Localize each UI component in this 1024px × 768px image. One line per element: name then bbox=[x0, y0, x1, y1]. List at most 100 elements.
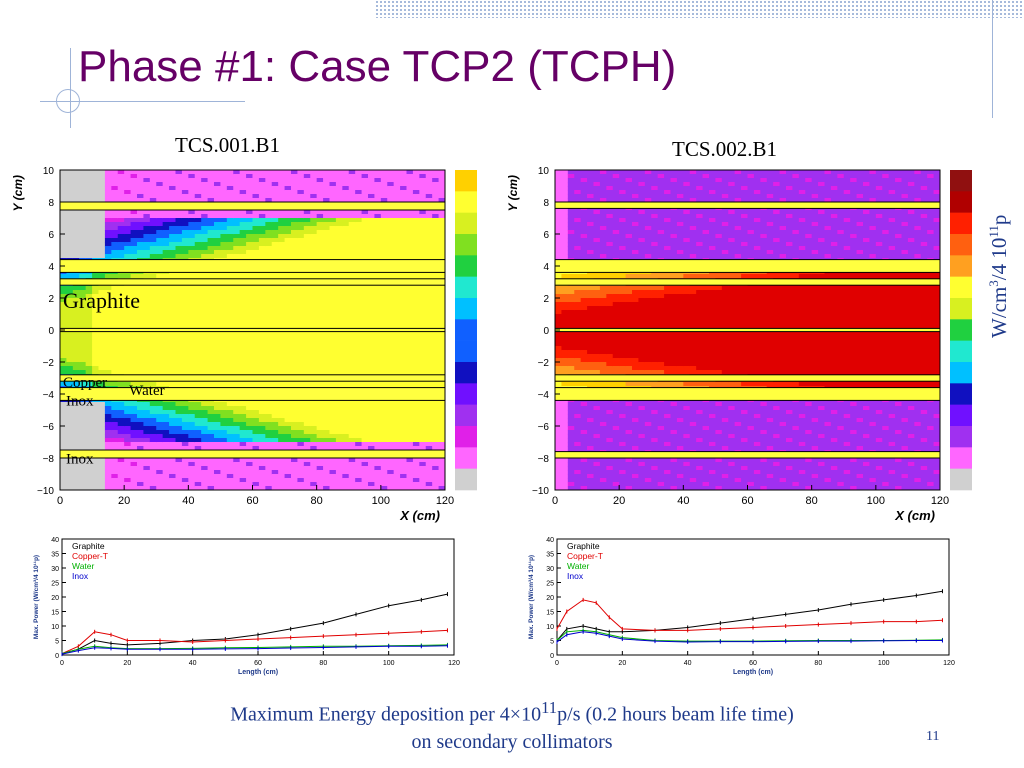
heatmap-cell bbox=[380, 478, 388, 483]
heatmap-cell bbox=[348, 438, 356, 443]
heatmap-cell bbox=[233, 354, 241, 359]
heatmap-cell bbox=[207, 246, 215, 251]
heatmap-cell bbox=[92, 214, 99, 219]
heatmap-cell bbox=[194, 470, 202, 475]
heatmap-cell bbox=[194, 242, 202, 247]
heatmap-cell bbox=[316, 482, 324, 487]
heatmap-cell bbox=[380, 290, 388, 295]
heatmap-cell bbox=[380, 350, 388, 355]
heatmap-cell bbox=[226, 214, 234, 219]
heatmap-cell bbox=[291, 482, 298, 487]
heatmap-cell bbox=[226, 170, 234, 175]
heatmap-cell bbox=[380, 186, 388, 191]
heatmap-cell bbox=[60, 310, 67, 315]
heatmap-cell bbox=[355, 194, 362, 199]
heatmap-cell bbox=[297, 222, 305, 227]
heatmap-cell bbox=[368, 298, 375, 303]
heatmap-cell bbox=[246, 178, 253, 183]
heatmap-cell bbox=[374, 222, 382, 227]
heatmap-cell bbox=[555, 474, 562, 479]
heatmap-cell bbox=[361, 418, 369, 423]
heatmap-cell bbox=[355, 186, 362, 191]
heatmap-cell bbox=[355, 230, 362, 235]
heatmap-cell bbox=[400, 226, 407, 231]
heatmap-cell bbox=[271, 466, 279, 471]
heatmap-cell bbox=[258, 362, 266, 367]
heatmap-cell bbox=[149, 286, 157, 291]
heatmap-cell bbox=[117, 318, 125, 323]
heatmap-cell bbox=[355, 362, 362, 367]
heatmap-cell bbox=[297, 254, 305, 259]
heatmap-cell bbox=[438, 314, 446, 319]
heatmap-cell bbox=[265, 242, 273, 247]
heatmap-cell bbox=[175, 170, 183, 175]
heatmap-cell bbox=[175, 334, 183, 339]
heatmap-cell bbox=[246, 442, 253, 447]
heatmap-cell bbox=[555, 286, 562, 291]
heatmap-cell bbox=[355, 358, 362, 363]
heatmap-cell bbox=[156, 334, 164, 339]
heatmap-cell bbox=[143, 358, 151, 363]
heatmap-cell bbox=[130, 430, 138, 435]
heatmap-cell bbox=[239, 382, 247, 387]
heatmap-cell bbox=[438, 434, 446, 439]
heatmap-cell bbox=[291, 314, 298, 319]
heatmap-cell bbox=[252, 402, 260, 407]
heatmap-cell bbox=[252, 174, 260, 179]
heatmap-cell bbox=[374, 330, 382, 335]
material-label: Inox bbox=[66, 452, 94, 468]
heatmap-cell bbox=[323, 230, 330, 235]
heatmap-cell bbox=[92, 370, 99, 375]
heatmap-cell bbox=[117, 238, 125, 243]
heatmap-cell bbox=[258, 470, 266, 475]
heatmap-cell bbox=[149, 342, 157, 347]
heatmap-cell bbox=[329, 190, 337, 195]
heatmap-cell bbox=[66, 170, 74, 175]
heatmap-cell bbox=[162, 462, 170, 467]
heatmap-cell bbox=[438, 306, 446, 311]
heatmap-cell bbox=[214, 242, 221, 247]
heatmap-cell bbox=[355, 474, 362, 479]
heatmap-cell bbox=[393, 338, 401, 343]
heatmap-cell bbox=[335, 370, 343, 375]
heatmap-cell bbox=[419, 178, 427, 183]
heatmap-cell bbox=[169, 446, 176, 451]
heatmap-cell bbox=[291, 298, 298, 303]
heatmap-cell bbox=[169, 482, 176, 487]
heatmap-cell bbox=[291, 422, 298, 427]
heatmap-cell bbox=[169, 186, 176, 191]
heatmap-cell bbox=[149, 426, 157, 431]
heatmap-cell bbox=[438, 274, 446, 279]
heatmap-cell bbox=[124, 310, 131, 315]
heatmap-cell bbox=[361, 382, 369, 387]
heatmap-cell bbox=[310, 430, 318, 435]
heatmap-cell bbox=[214, 302, 221, 307]
heatmap-cell bbox=[342, 442, 350, 447]
heatmap-cell bbox=[316, 430, 324, 435]
heatmap-cell bbox=[124, 354, 131, 359]
heatmap-cell bbox=[181, 438, 189, 443]
heatmap-cell bbox=[79, 218, 87, 223]
heatmap-cell bbox=[130, 246, 138, 251]
heatmap-cell bbox=[175, 382, 183, 387]
heatmap-cell bbox=[111, 358, 119, 363]
heatmap-cell bbox=[239, 218, 247, 223]
heatmap-cell bbox=[271, 478, 279, 483]
heatmap-cell bbox=[60, 218, 67, 223]
heatmap-cell bbox=[156, 382, 164, 387]
heatmap-cell bbox=[348, 422, 356, 427]
heatmap-cell bbox=[412, 210, 420, 215]
heatmap-cell bbox=[555, 310, 562, 315]
heatmap-cell bbox=[194, 478, 202, 483]
heatmap-cell bbox=[555, 190, 562, 195]
heatmap-cell bbox=[60, 366, 67, 371]
heatmap-cell bbox=[162, 470, 170, 475]
heatmap-cell bbox=[432, 182, 439, 187]
heatmap-cell bbox=[432, 190, 439, 195]
heatmap-cell bbox=[156, 446, 164, 451]
colorbar-swatch bbox=[455, 404, 477, 427]
heatmap-cell bbox=[316, 246, 324, 251]
heatmap-cell bbox=[156, 238, 164, 243]
heatmap-cell bbox=[181, 466, 189, 471]
heatmap-cell bbox=[143, 366, 151, 371]
